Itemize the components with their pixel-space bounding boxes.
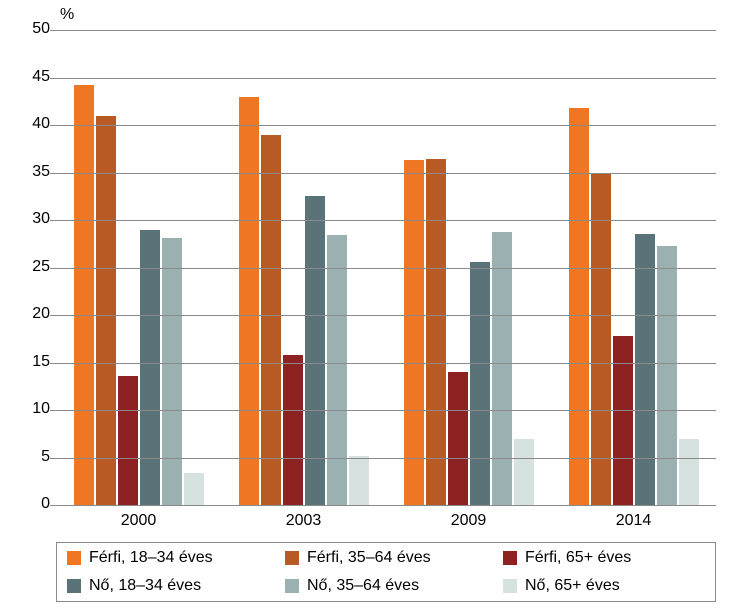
legend-label: Nő, 65+ éves — [525, 577, 620, 595]
gridline — [56, 125, 716, 126]
bar — [591, 174, 611, 505]
bar — [613, 336, 633, 505]
legend-swatch — [67, 551, 81, 565]
legend-item: Nő, 35–64 éves — [285, 577, 475, 595]
gridline — [56, 363, 716, 364]
y-tick-label: 30 — [20, 210, 50, 228]
bar — [239, 97, 259, 506]
x-tick-label: 2014 — [616, 512, 652, 530]
bar — [404, 160, 424, 505]
y-tick-mark — [50, 30, 56, 31]
legend-swatch — [503, 579, 517, 593]
legend-swatch — [285, 579, 299, 593]
legend-swatch — [503, 551, 517, 565]
gridline — [56, 410, 716, 411]
bar — [448, 372, 468, 505]
y-tick-label: 0 — [20, 495, 50, 513]
y-tick-mark — [50, 505, 56, 506]
bar — [470, 262, 490, 505]
y-tick-label: 10 — [20, 400, 50, 418]
gridline — [56, 220, 716, 221]
bar — [679, 439, 699, 506]
y-axis-unit-label: % — [60, 6, 74, 24]
legend-item: Férfi, 35–64 éves — [285, 549, 475, 567]
y-tick-mark — [50, 220, 56, 221]
bar — [118, 376, 138, 505]
legend-item: Férfi, 65+ éves — [503, 549, 693, 567]
bar — [305, 196, 325, 505]
y-tick-label: 5 — [20, 448, 50, 466]
gridline — [56, 30, 716, 31]
bar — [349, 456, 369, 505]
y-tick-mark — [50, 125, 56, 126]
chart-container: % 2000200320092014 Férfi, 18–34 évesFérf… — [0, 0, 738, 611]
bar — [327, 235, 347, 505]
legend-label: Férfi, 65+ éves — [525, 549, 631, 567]
bar — [569, 108, 589, 505]
gridline — [56, 78, 716, 79]
bar — [162, 238, 182, 505]
gridline — [56, 315, 716, 316]
legend-label: Férfi, 35–64 éves — [307, 549, 431, 567]
y-tick-mark — [50, 410, 56, 411]
y-tick-mark — [50, 173, 56, 174]
y-tick-label: 35 — [20, 163, 50, 181]
x-tick-label: 2003 — [286, 512, 322, 530]
gridline — [56, 173, 716, 174]
y-tick-label: 40 — [20, 115, 50, 133]
y-tick-mark — [50, 315, 56, 316]
gridline — [56, 458, 716, 459]
y-tick-label: 50 — [20, 20, 50, 38]
y-tick-mark — [50, 363, 56, 364]
bar — [657, 246, 677, 505]
bar — [261, 135, 281, 506]
y-tick-label: 20 — [20, 305, 50, 323]
y-tick-label: 15 — [20, 353, 50, 371]
gridline — [56, 268, 716, 269]
y-tick-mark — [50, 458, 56, 459]
bar — [184, 473, 204, 505]
y-tick-label: 45 — [20, 68, 50, 86]
legend-item: Nő, 65+ éves — [503, 577, 693, 595]
legend: Férfi, 18–34 éves Férfi, 35–64 éves Férfi,… — [56, 542, 716, 602]
x-tick-label: 2000 — [121, 512, 157, 530]
y-tick-label: 25 — [20, 258, 50, 276]
bar — [635, 234, 655, 505]
bar — [96, 116, 116, 506]
bar — [514, 439, 534, 506]
bar — [140, 230, 160, 506]
y-tick-mark — [50, 78, 56, 79]
legend-label: Nő, 35–64 éves — [307, 577, 419, 595]
x-axis-labels: 2000 2003 2009 2014 — [56, 512, 716, 530]
bar — [283, 355, 303, 505]
legend-swatch — [285, 551, 299, 565]
legend-swatch — [67, 579, 81, 593]
bar — [492, 232, 512, 505]
bar — [426, 159, 446, 505]
legend-item: Nő, 18–34 éves — [67, 577, 257, 595]
plot-area — [56, 30, 716, 506]
legend-label: Férfi, 18–34 éves — [89, 549, 213, 567]
legend-label: Nő, 18–34 éves — [89, 577, 201, 595]
x-tick-label: 2009 — [451, 512, 487, 530]
legend-item: Férfi, 18–34 éves — [67, 549, 257, 567]
y-tick-mark — [50, 268, 56, 269]
bar — [74, 85, 94, 505]
